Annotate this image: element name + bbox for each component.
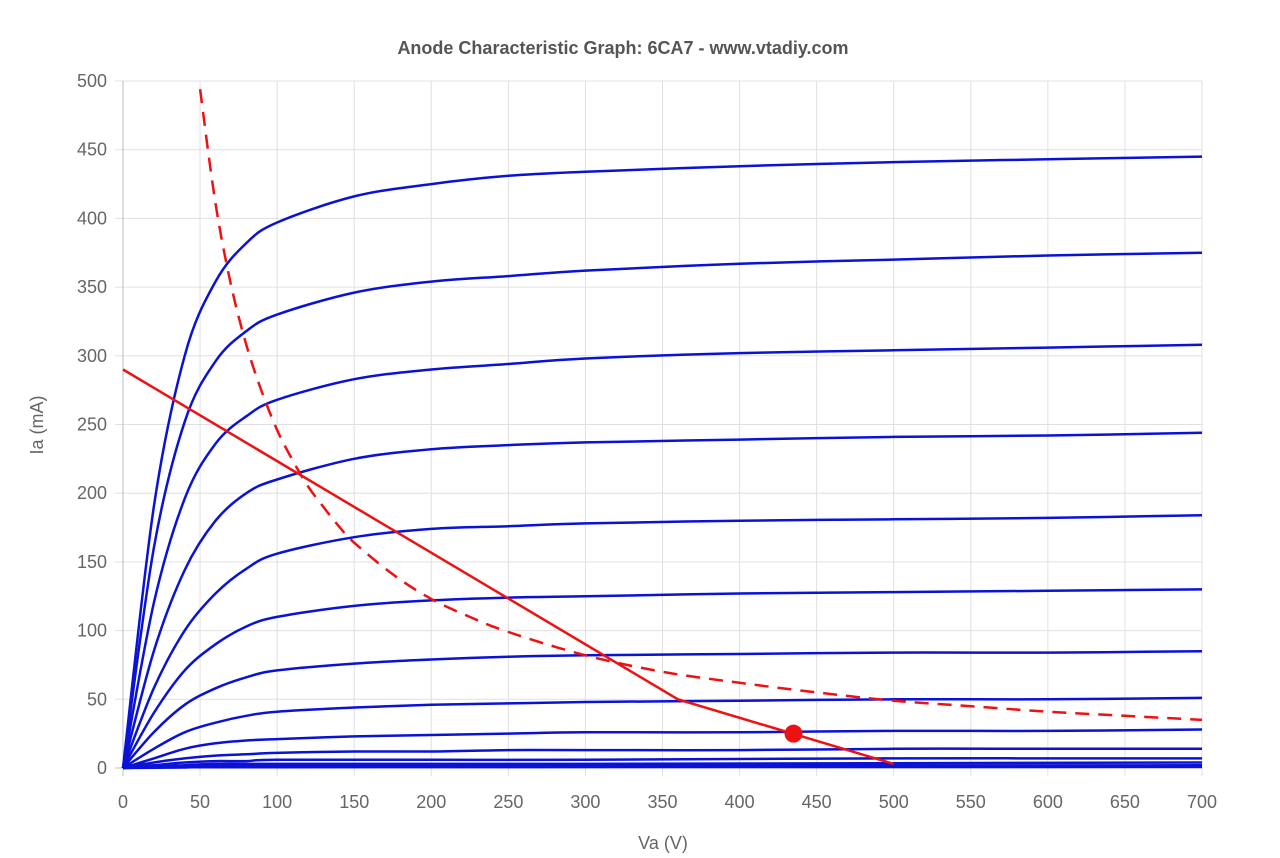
anode-curve-9 [122,728,1203,770]
max-dissipation-curve [198,89,1203,722]
y-tick-label: 400 [77,208,107,228]
x-axis-ticks: 0 50 100 150 200 250 300 350 400 450 500 550 600 650 7… [118,792,1217,812]
anode-curve-5 [121,513,1203,769]
anode-curve-10 [122,747,1202,770]
x-tick-label: 400 [725,792,755,812]
anode-curve-7 [122,649,1203,769]
y-tick-label: 200 [77,483,107,503]
y-tick-label: 450 [77,140,107,160]
x-tick-label: 100 [262,792,292,812]
x-tick-label: 350 [647,792,677,812]
anode-curve-3 [121,343,1203,769]
x-tick-label: 650 [1110,792,1140,812]
x-tick-label: 700 [1187,792,1217,812]
y-axis-label: Ia (mA) [27,395,47,454]
y-tick-label: 100 [77,621,107,641]
x-tick-label: 150 [339,792,369,812]
y-tick-label: 300 [77,346,107,366]
anode-curve-11 [122,757,1203,770]
x-axis-label: Va (V) [638,833,688,853]
x-tick-label: 50 [190,792,210,812]
y-tick-label: 350 [77,277,107,297]
load-line [122,368,895,766]
y-tick-label: 250 [77,415,107,435]
x-tick-label: 300 [570,792,600,812]
anode-curves [121,155,1203,770]
x-tick-label: 0 [118,792,128,812]
chart-title: Anode Characteristic Graph: 6CA7 - www.v… [397,38,848,58]
x-tick-label: 200 [416,792,446,812]
x-tick-label: 600 [1033,792,1063,812]
anode-curve-2 [121,251,1203,769]
x-tick-label: 250 [493,792,523,812]
load-and-dissipation [122,89,1203,766]
grid-lines [115,80,1203,776]
operating-point [784,724,803,743]
y-tick-label: 50 [87,689,107,709]
anode-curve-8 [122,696,1203,770]
y-tick-label: 0 [97,758,107,778]
anode-curve-6 [121,588,1203,769]
anode-curve-4 [121,431,1203,769]
y-axis-ticks: 0 50 100 150 200 250 300 350 400 450 500 [77,71,107,778]
x-tick-label: 500 [879,792,909,812]
x-tick-label: 450 [802,792,832,812]
x-tick-label: 550 [956,792,986,812]
anode-curve-14 [122,765,1203,770]
axes [115,81,1202,776]
y-tick-label: 150 [77,552,107,572]
y-tick-label: 500 [77,71,107,91]
